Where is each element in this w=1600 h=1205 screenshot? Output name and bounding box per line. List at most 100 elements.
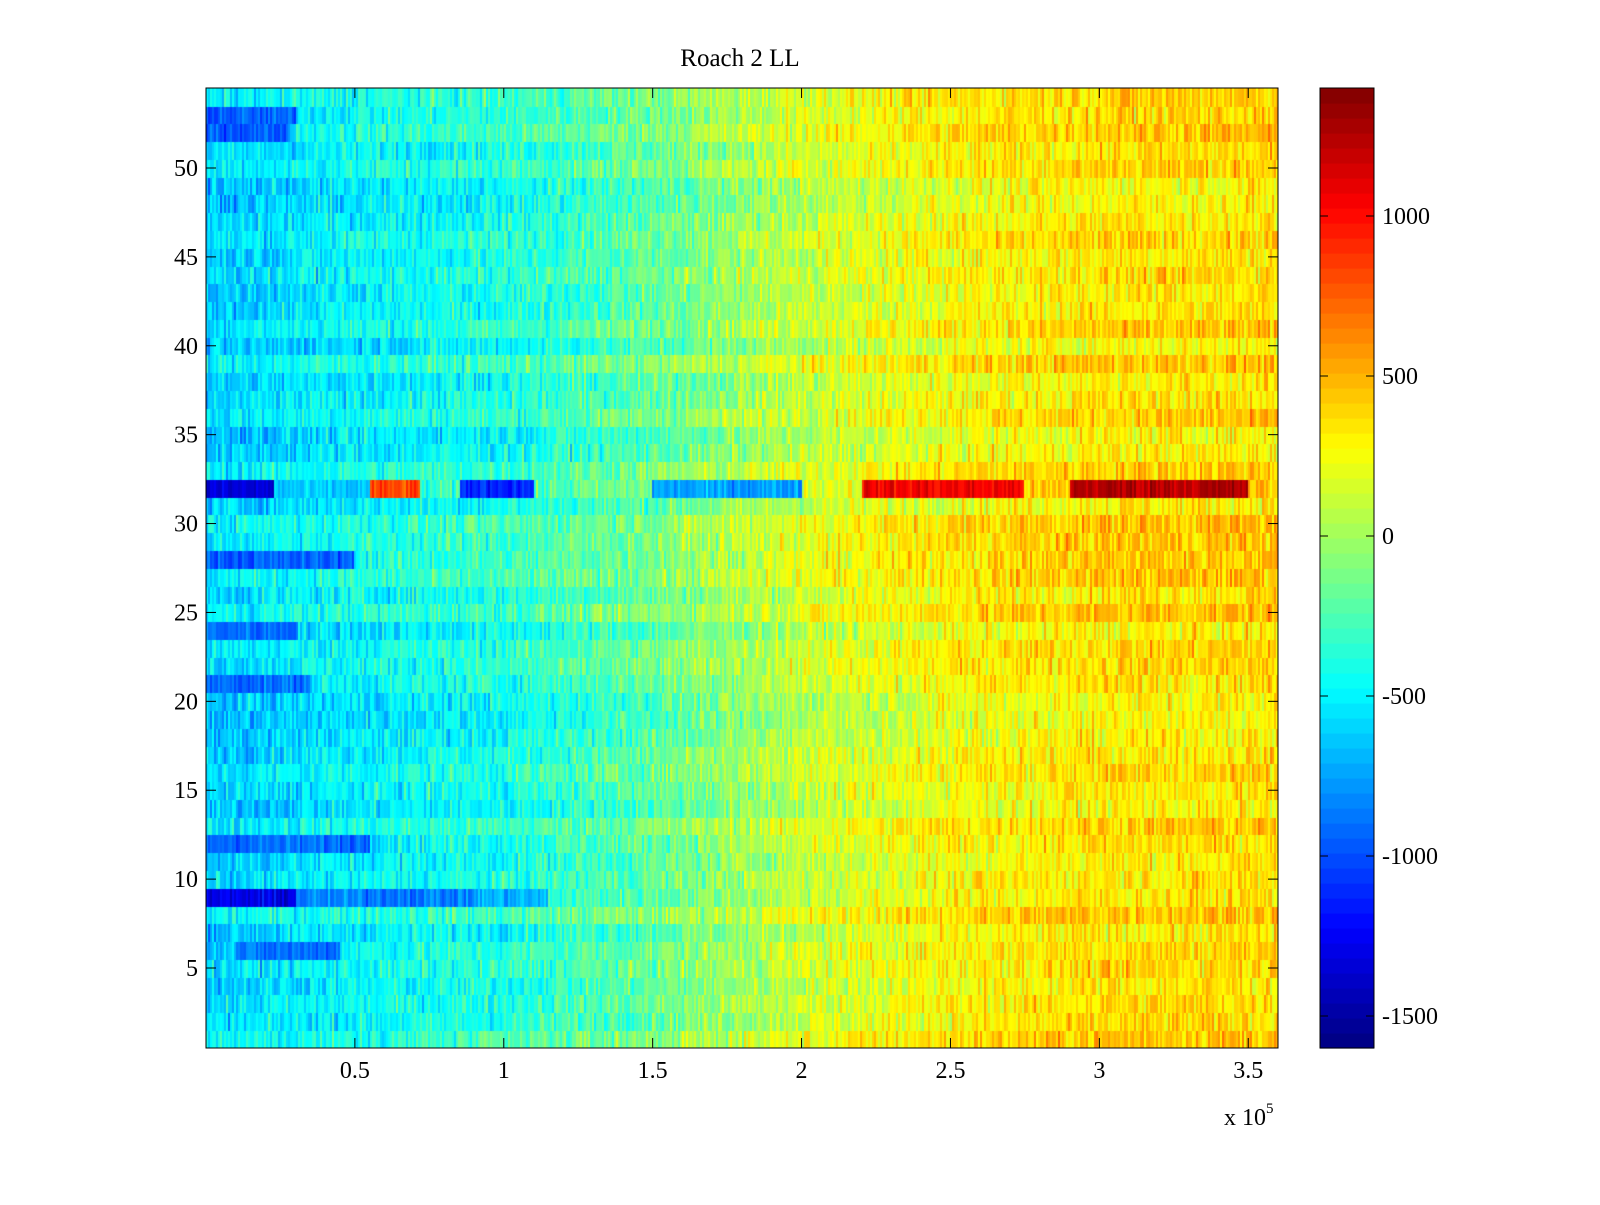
- colorbar-swatch: [1320, 628, 1374, 644]
- colorbar-swatch: [1320, 598, 1374, 614]
- y-tick-label: 35: [174, 423, 198, 449]
- colorbar-swatch: [1320, 853, 1374, 869]
- colorbar-swatch: [1320, 688, 1374, 704]
- colorbar-swatch: [1320, 868, 1374, 884]
- y-tick-label: 50: [174, 156, 198, 182]
- chart-title: Roach 2 LL: [680, 45, 799, 72]
- x-tick-label: 2.5: [935, 1058, 965, 1084]
- colorbar-swatch: [1320, 463, 1374, 479]
- colorbar-swatch: [1320, 808, 1374, 824]
- colorbar-swatch: [1320, 253, 1374, 269]
- colorbar-swatch: [1320, 448, 1374, 464]
- colorbar-swatch: [1320, 478, 1374, 494]
- colorbar-tick-label: -1000: [1382, 844, 1438, 870]
- colorbar-swatch: [1320, 913, 1374, 929]
- x-tick-label: 1.5: [638, 1058, 668, 1084]
- colorbar-swatch: [1320, 823, 1374, 839]
- colorbar-swatch: [1320, 133, 1374, 149]
- x-tick-label: 3.5: [1233, 1058, 1263, 1084]
- x-tick-label: 2: [796, 1058, 808, 1084]
- heatmap-cells: [206, 88, 1278, 1048]
- colorbar-swatch: [1320, 748, 1374, 764]
- y-tick-label: 5: [186, 956, 198, 982]
- colorbar-swatch: [1320, 178, 1374, 194]
- colorbar-swatch: [1320, 613, 1374, 629]
- x-tick-label: 3: [1093, 1058, 1105, 1084]
- colorbar-swatch: [1320, 718, 1374, 734]
- y-tick-label: 25: [174, 600, 198, 626]
- y-tick-label: 10: [174, 867, 198, 893]
- colorbar-swatch: [1320, 328, 1374, 344]
- colorbar-swatch: [1320, 943, 1374, 959]
- colorbar-swatch: [1320, 958, 1374, 974]
- x-tick-label: 1: [498, 1058, 510, 1084]
- colorbar-swatch: [1320, 1003, 1374, 1019]
- colorbar-swatch: [1320, 313, 1374, 329]
- colorbar: -1500 -1000 -500 0 500 1000: [1319, 87, 1438, 1049]
- colorbar-swatch: [1320, 973, 1374, 989]
- y-tick-label: 30: [174, 512, 198, 538]
- colorbar-swatch: [1320, 793, 1374, 809]
- colorbar-swatch: [1320, 343, 1374, 359]
- colorbar-swatch: [1320, 358, 1374, 374]
- colorbar-swatch: [1320, 928, 1374, 944]
- y-tick-label: 20: [174, 689, 198, 715]
- colorbar-swatch: [1320, 538, 1374, 554]
- colorbar-swatch: [1320, 433, 1374, 449]
- y-tick-label: 40: [174, 334, 198, 360]
- colorbar-swatch: [1320, 103, 1374, 119]
- colorbar-swatch: [1320, 88, 1374, 104]
- x-axis: 0.5 1 1.5 2 2.5 3 3.5: [340, 88, 1263, 1084]
- plot-frame: [205, 87, 1279, 1049]
- colorbar-swatch: [1320, 643, 1374, 659]
- colorbar-swatch: [1320, 523, 1374, 539]
- colorbar-swatch: [1320, 703, 1374, 719]
- y-tick-label: 45: [174, 245, 198, 271]
- colorbar-swatch: [1320, 988, 1374, 1004]
- colorbar-tick-label: 0: [1382, 524, 1394, 550]
- x-axis-exponent-power: 5: [1266, 1101, 1274, 1117]
- colorbar-tick-label: 500: [1382, 364, 1418, 390]
- y-tick-label: 15: [174, 778, 198, 804]
- colorbar-swatch: [1320, 268, 1374, 284]
- colorbar-tick-label: -500: [1382, 684, 1426, 710]
- colorbar-swatch: [1320, 733, 1374, 749]
- colorbar-swatch: [1320, 118, 1374, 134]
- colorbar-swatch: [1320, 298, 1374, 314]
- colorbar-swatch: [1320, 568, 1374, 584]
- colorbar-swatch: [1320, 1018, 1374, 1034]
- colorbar-swatch: [1320, 418, 1374, 434]
- colorbar-swatch: [1320, 403, 1374, 419]
- colorbar-swatch: [1320, 283, 1374, 299]
- y-axis: 5 10 15 20 25 30 35 40 45 50: [174, 156, 1278, 982]
- x-axis-exponent-label: x 105: [1224, 1101, 1274, 1131]
- colorbar-swatch: [1320, 373, 1374, 389]
- colorbar-swatch: [1320, 673, 1374, 689]
- colorbar-swatch: [1320, 223, 1374, 239]
- colorbar-swatch: [1320, 583, 1374, 599]
- colorbar-swatch: [1320, 508, 1374, 524]
- colorbar-swatch: [1320, 163, 1374, 179]
- colorbar-swatch: [1320, 838, 1374, 854]
- colorbar-swatch: [1320, 493, 1374, 509]
- colorbar-swatch: [1320, 388, 1374, 404]
- colorbar-swatch: [1320, 553, 1374, 569]
- heatmap-plot-area: [205, 87, 1279, 1049]
- colorbar-swatch: [1320, 208, 1374, 224]
- colorbar-swatch: [1320, 763, 1374, 779]
- colorbar-swatch: [1320, 193, 1374, 209]
- x-axis-exponent-base: x 10: [1224, 1105, 1266, 1131]
- colorbar-swatch: [1320, 778, 1374, 794]
- colorbar-tick-label: -1500: [1382, 1004, 1438, 1030]
- x-tick-label: 0.5: [340, 1058, 370, 1084]
- colorbar-swatch: [1320, 658, 1374, 674]
- colorbar-frame: [1319, 87, 1375, 1049]
- colorbar-swatch: [1320, 898, 1374, 914]
- colorbar-swatch: [1320, 238, 1374, 254]
- colorbar-tick-label: 1000: [1382, 204, 1430, 230]
- colorbar-swatch: [1320, 883, 1374, 899]
- colorbar-swatch: [1320, 148, 1374, 164]
- colorbar-swatch: [1320, 1033, 1374, 1049]
